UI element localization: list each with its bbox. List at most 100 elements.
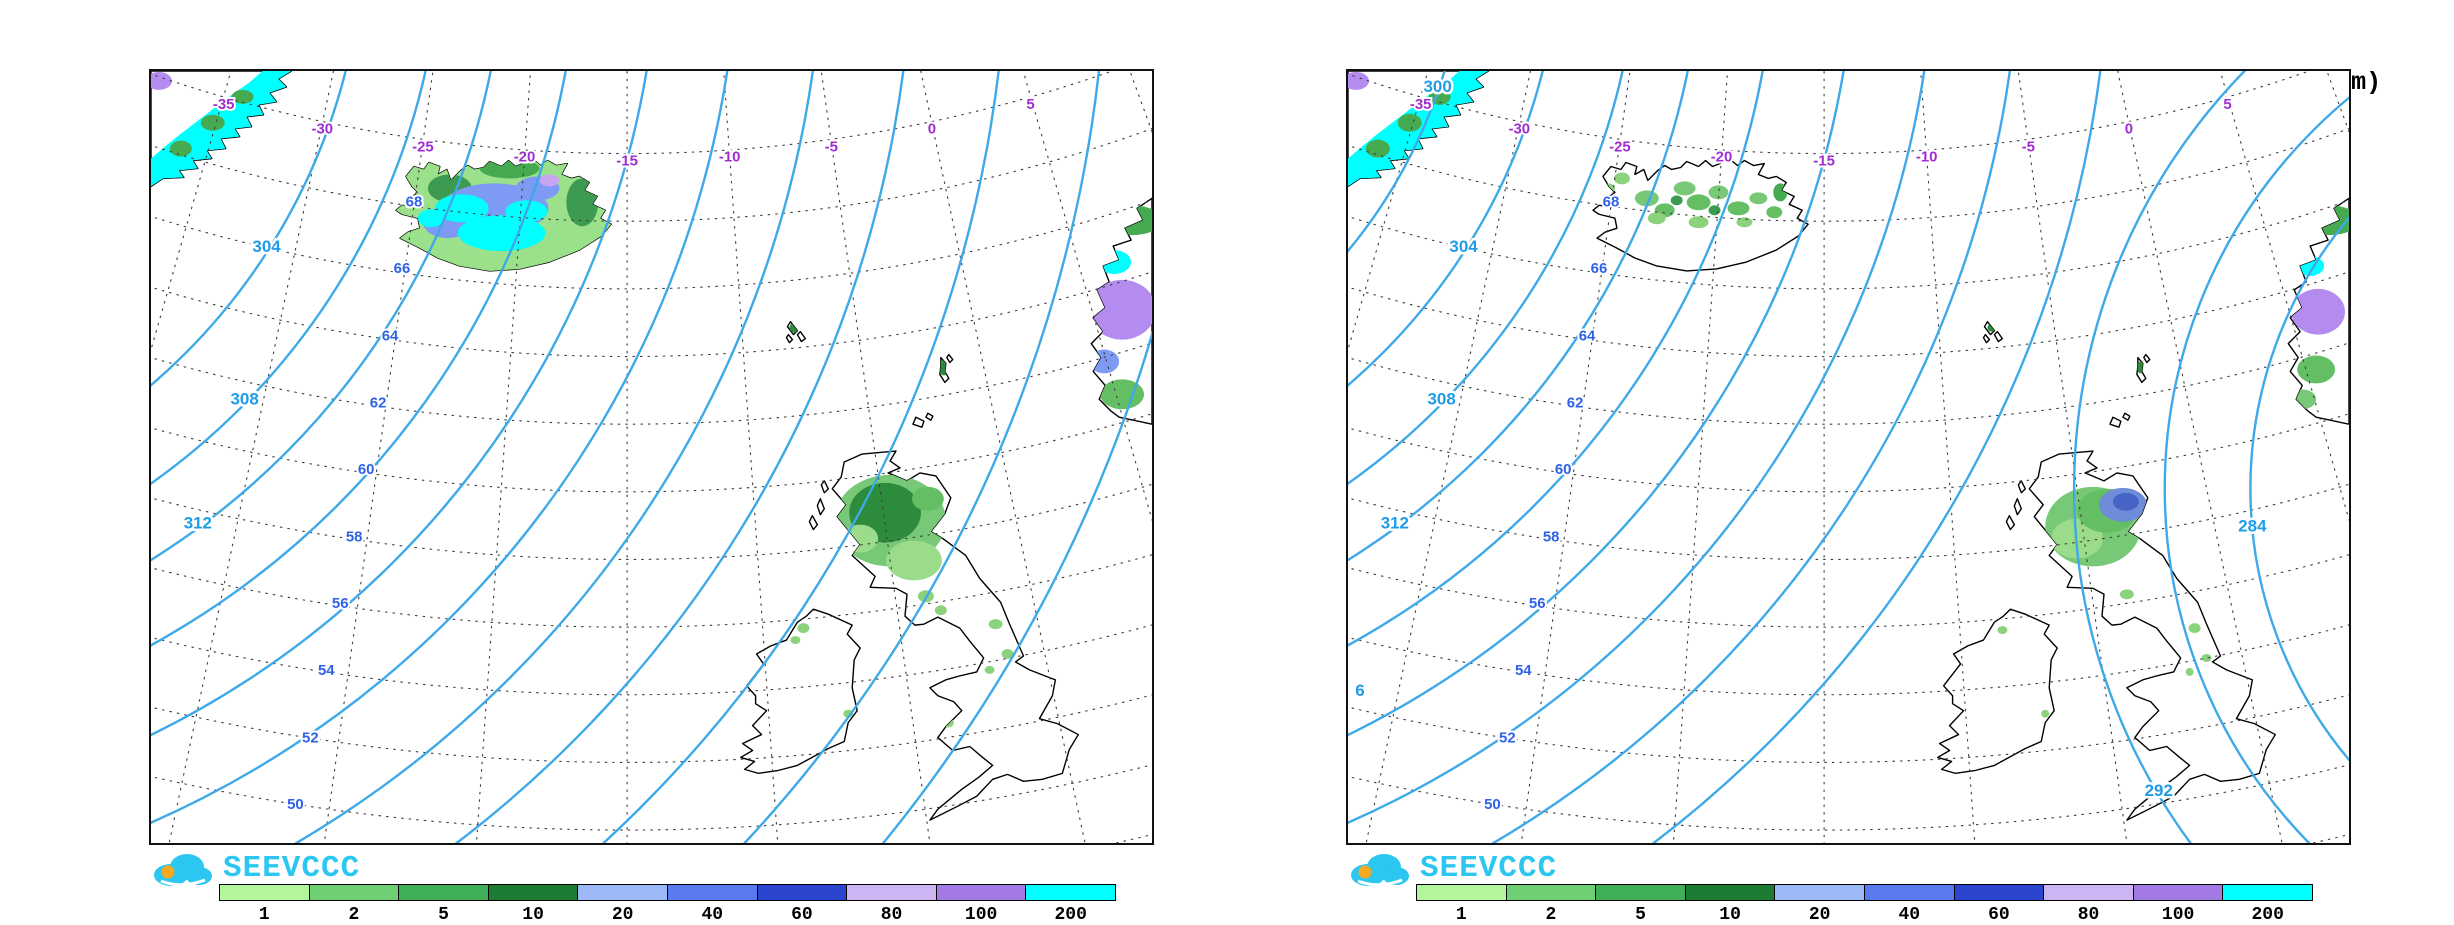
snow-area xyxy=(1987,323,1996,332)
longitude-label: -10 xyxy=(1916,149,1938,166)
latitude-label: 50 xyxy=(287,796,304,813)
snow-area xyxy=(1102,205,1152,236)
coast-orkney xyxy=(912,412,934,428)
panel-ecmwf: ECMWF forecast: Snow height [cm] and 700… xyxy=(149,68,1154,925)
colorbar-segment xyxy=(1416,884,1507,901)
snow-area xyxy=(886,540,942,581)
snow-colorbar: 1 2 5 10 20 40 60 80 100 200 xyxy=(219,884,1116,925)
snow-area xyxy=(1708,185,1729,200)
longitude-label: -30 xyxy=(312,121,334,138)
snow-area xyxy=(1688,216,1709,229)
colorbar-label: 40 xyxy=(1898,905,1921,925)
snow-area xyxy=(790,636,801,645)
colorbar-segment xyxy=(667,884,758,901)
snow-area xyxy=(1749,192,1768,205)
colorbar-segment xyxy=(577,884,668,901)
latitude-label: 54 xyxy=(1515,662,1532,679)
snow-area xyxy=(1348,71,1369,90)
contour-label: 6 xyxy=(1355,681,1364,700)
snow-area xyxy=(1001,649,1014,659)
snow-area xyxy=(2136,361,2145,374)
colorbar-label: 2 xyxy=(1545,905,1557,925)
snow-area xyxy=(1708,205,1721,216)
colorbar-label: 10 xyxy=(1719,905,1741,925)
coast-ireland xyxy=(739,608,861,775)
snow-area xyxy=(789,322,800,333)
contour-label: 308 xyxy=(231,389,259,408)
contour-label: 304 xyxy=(1449,237,1478,256)
colorbar-segment xyxy=(1864,884,1955,901)
cloud-logo-icon xyxy=(154,854,212,887)
snow-area xyxy=(1100,379,1145,410)
snow-area xyxy=(2299,205,2349,236)
longitude-label: -35 xyxy=(1410,96,1432,113)
coast-ireland xyxy=(1936,608,2058,775)
latitude-label: 66 xyxy=(394,260,411,277)
snow-area xyxy=(1673,181,1696,196)
colorbar-segment xyxy=(935,884,1027,901)
map-dream8: 68 66 64 62 60 58 56 54 52 50 -35 -30 -25 -20 -15 -10 -5… xyxy=(1346,69,2351,845)
contour-label: 304 xyxy=(252,237,281,256)
colorbar-segment xyxy=(308,884,400,901)
logo-text: SEEVCCC xyxy=(1420,850,1558,886)
colorbar-segment xyxy=(1025,884,1116,901)
coast-hebrides xyxy=(2005,480,2026,531)
latitude-label: 66 xyxy=(1591,260,1608,277)
longitude-label: 0 xyxy=(928,121,936,138)
snow-area xyxy=(1602,183,1615,194)
colorbar-label: 10 xyxy=(522,905,544,925)
snow-area xyxy=(1773,183,1788,202)
colorbar-label: 200 xyxy=(1054,905,1087,925)
longitude-label: -15 xyxy=(616,153,638,170)
snow-area xyxy=(1766,206,1783,219)
snow-area xyxy=(2041,709,2050,718)
snow-area xyxy=(2185,667,2194,676)
snow-area xyxy=(2112,492,2139,511)
snow-area xyxy=(842,524,879,553)
snow-area xyxy=(1997,626,2008,635)
colorbar-label: 60 xyxy=(1988,905,2010,925)
colorbar-label: 20 xyxy=(611,905,634,925)
contour-label: 284 xyxy=(2238,517,2267,536)
snow-area xyxy=(539,174,560,187)
longitude-label: -10 xyxy=(719,149,741,166)
snow-area xyxy=(2201,653,2212,662)
snow-area xyxy=(1634,190,1659,207)
longitude-label: 0 xyxy=(2125,121,2133,138)
longitude-label: -35 xyxy=(213,96,235,113)
latitude-label: 62 xyxy=(1567,394,1584,411)
colorbar-label: 5 xyxy=(438,905,449,925)
colorbar-label: 1 xyxy=(1455,905,1467,925)
snow-area xyxy=(1736,217,1753,228)
snow-area xyxy=(1365,139,1390,158)
colorbar-label: 60 xyxy=(791,905,813,925)
snow-area xyxy=(1647,212,1666,225)
snow-area xyxy=(434,194,489,223)
latitude-label: 62 xyxy=(370,394,387,411)
contour-label: 312 xyxy=(184,514,212,533)
colorbar-label: 2 xyxy=(348,905,360,925)
snow-area xyxy=(417,209,444,228)
longitude-label: -25 xyxy=(1609,139,1631,156)
snow-area xyxy=(2297,355,2336,384)
colorbar-segment xyxy=(1953,884,2045,901)
snow-area xyxy=(2119,589,2134,600)
colorbar-label: 200 xyxy=(2251,905,2284,925)
longitude-label: 5 xyxy=(1026,96,1034,113)
snow-area xyxy=(457,215,546,252)
coastlines xyxy=(1348,71,2349,821)
seevccc-logo: SEEVCCC xyxy=(1346,849,1557,887)
snow-area xyxy=(200,114,225,131)
colorbar-label: 1 xyxy=(258,905,270,925)
map-layers xyxy=(151,71,1152,843)
snow-area xyxy=(2288,389,2317,410)
colorbar-segment xyxy=(1595,884,1686,901)
longitude-label: -5 xyxy=(825,139,838,156)
colorbar-segment xyxy=(2043,884,2134,901)
contour-label: 308 xyxy=(1428,389,1456,408)
